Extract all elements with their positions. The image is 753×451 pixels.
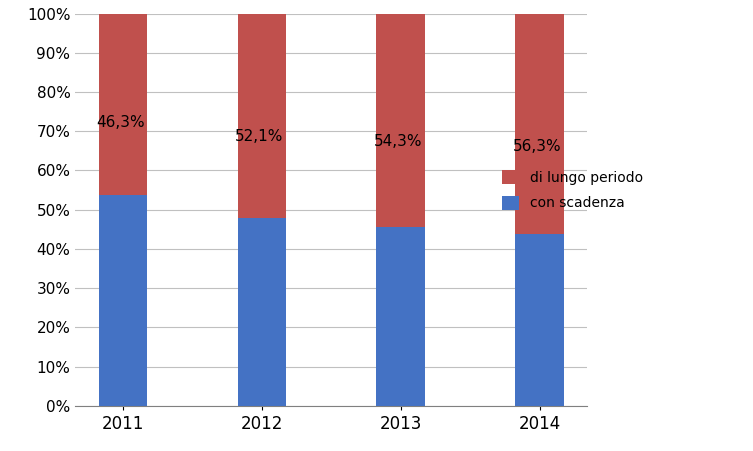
Bar: [99, 14, 147, 195]
Bar: [376, 14, 425, 226]
Text: 56,3%: 56,3%: [513, 138, 561, 154]
Bar: [237, 218, 286, 406]
Bar: [516, 14, 564, 235]
Text: 52,1%: 52,1%: [235, 129, 283, 144]
Legend: di lungo periodo, con scadenza: di lungo periodo, con scadenza: [502, 170, 643, 211]
Bar: [516, 235, 564, 406]
Bar: [376, 226, 425, 406]
Bar: [237, 14, 286, 218]
Text: 54,3%: 54,3%: [373, 134, 422, 149]
Text: 46,3%: 46,3%: [96, 115, 145, 130]
Bar: [99, 195, 147, 406]
